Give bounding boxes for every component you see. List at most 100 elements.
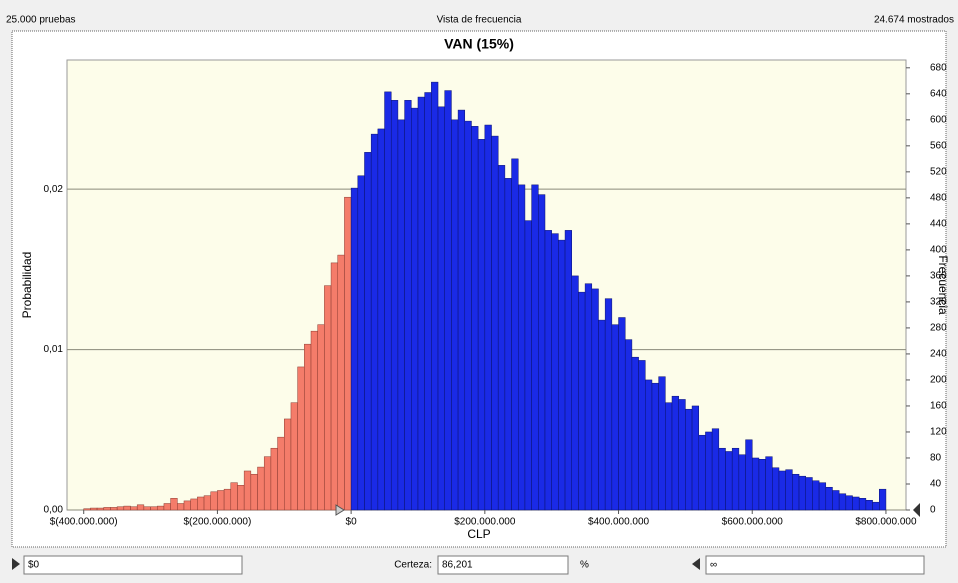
bar [177,503,185,511]
upper-arrow[interactable] [692,558,700,570]
upper-grabber[interactable] [913,503,920,517]
bar [404,100,412,511]
y2-tick-label: 200 [930,375,947,386]
bar [544,230,552,511]
bar [852,496,860,511]
bar [685,408,693,511]
bar [384,91,392,511]
bar [551,233,559,511]
bar [792,473,800,511]
bar [103,507,111,511]
plot: 0,00 0,01 0,02 $(400.000.000) $(200.000.000)… [44,62,948,527]
bar [417,96,425,511]
certainty-value[interactable]: 86,201 [442,560,473,571]
bar [110,507,118,511]
x-tick-label: $800.000.000 [855,517,917,528]
lower-arrow[interactable] [12,558,20,570]
y2-tick-label: 40 [930,479,942,490]
bar [798,475,806,511]
bar [357,175,365,511]
bar [745,439,753,511]
bar [531,184,539,511]
bar [711,428,720,511]
bar [731,447,740,511]
bar [411,107,419,511]
y2-tick-label: 120 [930,427,947,438]
bar [150,506,158,511]
bar [284,418,292,511]
bar [624,339,633,511]
y-tick-label: 0,02 [44,184,64,195]
bar [324,285,332,511]
bar [270,447,278,511]
bar [772,467,780,511]
x-tick-label: $600.000.000 [722,517,784,528]
bar [304,343,312,511]
bar [705,431,713,511]
bar [297,366,305,511]
bar [210,491,218,511]
bar [390,100,399,511]
bar [263,456,272,511]
y2-tick-label: 280 [930,323,947,334]
y2-tick-label: 560 [930,140,947,151]
y2-tick-label: 240 [930,349,947,360]
y2-tick-label: 400 [930,245,947,256]
bar [203,495,211,511]
bar [83,508,91,511]
bar [484,124,492,511]
bar [558,239,566,511]
certainty-input[interactable] [437,555,569,575]
x-tick-label: $200.000.000 [454,517,516,528]
y2-tick-label: 520 [930,166,947,177]
x-tick-label: $(200.000.000) [183,517,251,528]
lower-grabber[interactable] [335,504,345,516]
upper-value[interactable]: ∞ [710,560,717,571]
bar [237,485,245,511]
bar [96,507,105,511]
bar [872,501,880,511]
bar [845,495,853,511]
x-tick-label: $400.000.000 [588,517,650,528]
bar [698,434,706,511]
bar [524,220,532,511]
lower-value[interactable]: $0 [28,560,40,571]
upper-input[interactable] [705,555,925,575]
bar [611,324,619,511]
certainty-label: Certeza: [394,560,432,571]
y2-tick-label: 360 [930,271,947,282]
y2-tick-label: 160 [930,401,947,412]
bar [170,498,178,511]
bar [838,493,847,511]
bar [437,106,445,511]
bar [591,288,599,511]
bar [511,158,519,511]
bar [257,466,265,511]
bar [457,109,466,511]
y2-tick-label: 320 [930,297,947,308]
bar [90,507,98,511]
bar [451,119,459,511]
bar [805,477,813,511]
bar [317,324,325,511]
bar [738,454,746,511]
view-title[interactable]: Vista de frecuencia [437,15,522,26]
bar [157,505,165,511]
bar [651,382,659,511]
x-tick-label: $(400.000.000) [50,517,118,528]
bar [477,139,486,511]
bar [444,90,452,511]
bar [571,275,579,511]
bar [310,330,318,511]
bar [658,376,666,511]
bar [518,184,526,511]
bar [564,230,572,511]
y2-tick-label: 0 [930,505,936,516]
bar [604,298,613,511]
y-tick-label: 0,01 [44,344,64,355]
bar [718,447,726,511]
percent: % [580,560,589,571]
lower-input[interactable] [23,555,243,575]
